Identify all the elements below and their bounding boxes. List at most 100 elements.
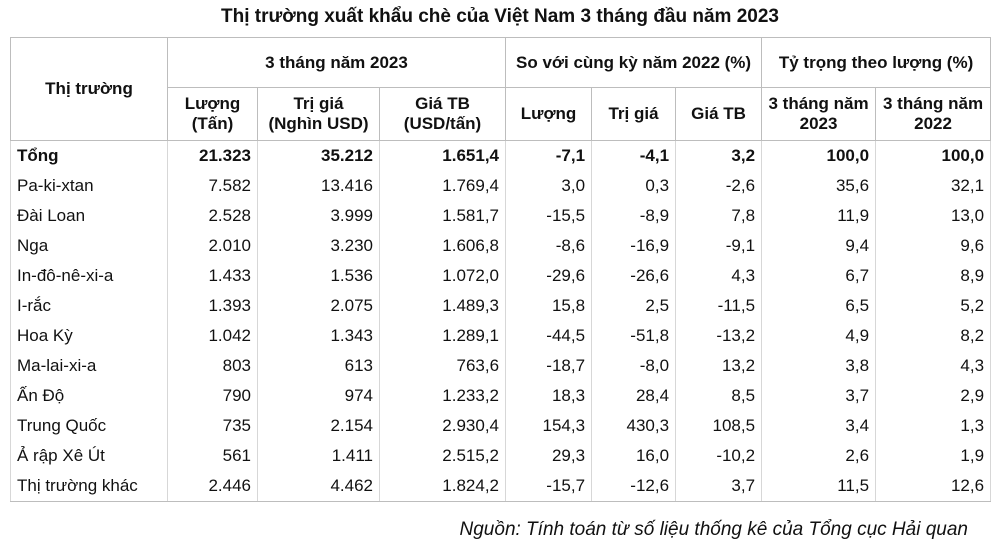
- value-cell: 3,0: [505, 171, 593, 201]
- value-cell: 1.343: [257, 321, 380, 351]
- value-cell: 2.515,2: [378, 441, 507, 471]
- subheader-7: 3 tháng năm 2022: [875, 87, 992, 141]
- value-cell: 1,9: [875, 441, 992, 471]
- table-row: Nga 2.010 3.230 1.606,8 -8,6 -16,9 -9,1 9,4 9,6: [10, 231, 992, 261]
- market-cell: Đài Loan: [10, 201, 168, 231]
- value-cell: 108,5: [675, 411, 763, 441]
- value-cell: 6,7: [761, 261, 877, 291]
- value-cell: 7.582: [167, 171, 258, 201]
- total-row: Tổng 21.323 35.212 1.651,4 -7,1 -4,1 3,2 100,0 1…: [10, 140, 992, 171]
- value-cell: -10,2: [675, 441, 763, 471]
- value-cell: -8,6: [505, 231, 593, 261]
- value-cell: 1.289,1: [378, 321, 507, 351]
- value-cell: -12,6: [591, 471, 677, 502]
- market-cell: Ả rập Xê Út: [10, 441, 168, 471]
- value-cell: 2.010: [167, 231, 258, 261]
- subheader-1: Trị giá (Nghìn USD): [257, 87, 380, 141]
- value-cell: -8,9: [591, 201, 677, 231]
- table-row: Thị trường khác 2.446 4.462 1.824,2 -15,7 -12…: [10, 471, 992, 502]
- value-cell: 974: [257, 381, 380, 411]
- table-row: Ma-lai-xi-a 803 613 763,6 -18,7 -8,0 13,2 3,8 4,…: [10, 351, 992, 381]
- value-cell: 1.581,7: [378, 201, 507, 231]
- value-cell: 18,3: [505, 381, 593, 411]
- table-row: In-đô-nê-xi-a 1.433 1.536 1.072,0 -29,6 -26,6…: [10, 261, 992, 291]
- value-cell: 35.212: [257, 140, 380, 171]
- value-cell: 1,3: [875, 411, 992, 441]
- value-cell: -44,5: [505, 321, 593, 351]
- value-cell: 1.489,3: [378, 291, 507, 321]
- value-cell: 8,5: [675, 381, 763, 411]
- value-cell: 430,3: [591, 411, 677, 441]
- header-group-2023: 3 tháng năm 2023: [166, 37, 507, 88]
- table-row: Đài Loan 2.528 3.999 1.581,7 -15,5 -8,9 7,8 11,…: [10, 201, 992, 231]
- market-cell: Nga: [10, 231, 168, 261]
- header-group-compare: So với cùng kỳ năm 2022 (%): [505, 37, 763, 88]
- header-row-sub: Lượng (Tấn) Trị giá (Nghìn USD) Giá TB (US…: [11, 87, 992, 141]
- value-cell: 2.154: [257, 411, 380, 441]
- value-cell: 9,4: [761, 231, 877, 261]
- value-cell: -8,0: [591, 351, 677, 381]
- value-cell: 4,9: [761, 321, 877, 351]
- value-cell: 3.230: [257, 231, 380, 261]
- subheader-6: 3 tháng năm 2023: [761, 87, 877, 141]
- table-row: Trung Quốc 735 2.154 2.930,4 154,3 430,3 108,5…: [10, 411, 992, 441]
- value-cell: 0,3: [591, 171, 677, 201]
- value-cell: -29,6: [505, 261, 593, 291]
- value-cell: 2,9: [875, 381, 992, 411]
- market-cell: Ma-lai-xi-a: [10, 351, 168, 381]
- table-title: Thị trường xuất khẩu chè của Việt Nam 3 …: [220, 6, 779, 27]
- value-cell: 7,8: [675, 201, 763, 231]
- value-cell: 13,2: [675, 351, 763, 381]
- value-cell: -18,7: [505, 351, 593, 381]
- value-cell: 13.416: [257, 171, 380, 201]
- value-cell: 2,5: [591, 291, 677, 321]
- source-note: Nguồn: Tính toán từ số liệu thống kê của…: [459, 519, 968, 540]
- header-group-share: Tỷ trọng theo lượng (%): [761, 37, 992, 88]
- value-cell: -13,2: [675, 321, 763, 351]
- value-cell: 2.446: [167, 471, 258, 502]
- value-cell: 8,2: [875, 321, 992, 351]
- value-cell: 8,9: [875, 261, 992, 291]
- value-cell: 1.233,2: [378, 381, 507, 411]
- value-cell: 9,6: [875, 231, 992, 261]
- table-row: I-rắc 1.393 2.075 1.489,3 15,8 2,5 -11,5 6,5 5,2: [10, 291, 992, 321]
- market-cell: Pa-ki-xtan: [10, 171, 168, 201]
- value-cell: 2,6: [761, 441, 877, 471]
- export-table: Thị trường 3 tháng năm 2023 So với cùng …: [10, 37, 992, 502]
- subheader-5: Giá TB: [675, 87, 763, 141]
- value-cell: 13,0: [875, 201, 992, 231]
- value-cell: 1.393: [167, 291, 258, 321]
- value-cell: 154,3: [505, 411, 593, 441]
- value-cell: 2.075: [257, 291, 380, 321]
- value-cell: 100,0: [761, 140, 877, 171]
- value-cell: -7,1: [505, 140, 593, 171]
- value-cell: -15,5: [505, 201, 593, 231]
- market-cell: In-đô-nê-xi-a: [10, 261, 168, 291]
- subheader-0: Lượng (Tấn): [167, 87, 258, 141]
- value-cell: 3,4: [761, 411, 877, 441]
- value-cell: 613: [257, 351, 380, 381]
- value-cell: 1.042: [167, 321, 258, 351]
- value-cell: 1.536: [257, 261, 380, 291]
- value-cell: 3,2: [675, 140, 763, 171]
- value-cell: 4,3: [675, 261, 763, 291]
- market-cell: Tổng: [10, 140, 168, 171]
- header-row-groups: Thị trường 3 tháng năm 2023 So với cùng …: [10, 37, 992, 141]
- subheader-3: Lượng: [505, 87, 593, 141]
- value-cell: 21.323: [167, 140, 258, 171]
- value-cell: 3.999: [257, 201, 380, 231]
- value-cell: -16,9: [591, 231, 677, 261]
- value-cell: 790: [167, 381, 258, 411]
- value-cell: 11,5: [761, 471, 877, 502]
- market-cell: Thị trường khác: [10, 471, 168, 502]
- value-cell: 561: [167, 441, 258, 471]
- value-cell: -2,6: [675, 171, 763, 201]
- value-cell: 2.528: [167, 201, 258, 231]
- value-cell: 11,9: [761, 201, 877, 231]
- table-row: Ả rập Xê Út 561 1.411 2.515,2 29,3 16,0 -10,2 2…: [10, 441, 992, 471]
- table-row: Pa-ki-xtan 7.582 13.416 1.769,4 3,0 0,3 -2,6 35…: [10, 171, 992, 201]
- value-cell: 3,8: [761, 351, 877, 381]
- value-cell: 16,0: [591, 441, 677, 471]
- value-cell: 735: [167, 411, 258, 441]
- table-row: Ấn Độ 790 974 1.233,2 18,3 28,4 8,5 3,7 2,9: [10, 381, 992, 411]
